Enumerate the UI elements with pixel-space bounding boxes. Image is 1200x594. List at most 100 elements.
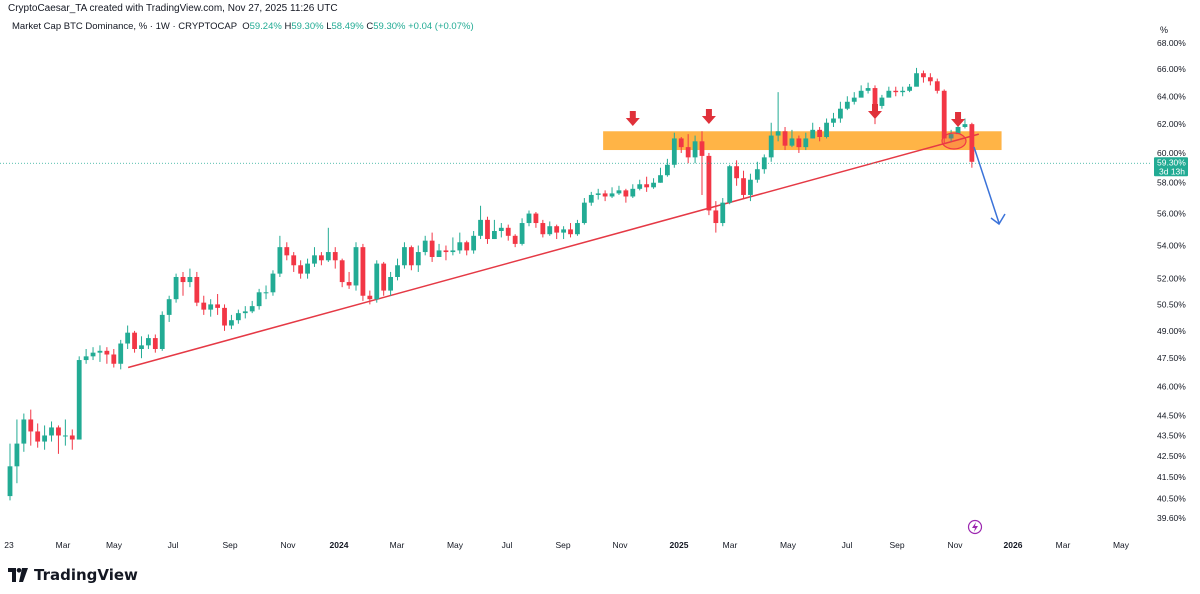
candle-body	[872, 88, 878, 106]
candle-body	[741, 178, 746, 195]
candle-body	[879, 97, 885, 106]
candle-body	[761, 157, 767, 170]
candle-body	[941, 90, 947, 139]
candle-body	[914, 73, 919, 87]
candle-body	[339, 260, 345, 283]
candle-body	[782, 131, 788, 146]
candle-body	[623, 190, 629, 197]
candle-body	[305, 263, 310, 274]
candle-body	[921, 73, 926, 78]
candle-body	[568, 229, 573, 235]
candle-body	[222, 307, 227, 326]
candle-body	[665, 164, 670, 176]
time-tick-label: Nov	[280, 540, 296, 550]
time-tick-label: Jul	[168, 540, 179, 550]
candle-body	[512, 235, 518, 244]
candle-body	[831, 118, 836, 123]
candle-body	[422, 240, 428, 253]
candle-body	[367, 295, 373, 300]
candle-body	[844, 101, 850, 109]
candle-body	[893, 90, 899, 93]
retest-circle	[941, 132, 967, 150]
candle-body	[803, 138, 809, 148]
candle-body	[42, 435, 47, 442]
candle-body	[152, 338, 158, 349]
open-value: 59.24%	[249, 21, 282, 32]
candle-body	[948, 134, 954, 139]
candle-body	[630, 188, 636, 197]
candle-body	[581, 202, 587, 224]
candle-body	[408, 247, 414, 266]
unit-label[interactable]: %	[1160, 25, 1169, 35]
candle-body	[588, 194, 594, 203]
projection-arrow-line	[973, 146, 1000, 224]
candle-body	[540, 223, 546, 235]
price-tick-label: 49.00%	[1157, 326, 1186, 336]
candle-body	[492, 230, 497, 240]
support-trendline	[127, 133, 979, 369]
candle-body	[616, 190, 622, 194]
time-tick-label: Jul	[842, 540, 853, 550]
candle-body	[443, 250, 449, 253]
candle-body	[498, 227, 504, 231]
price-tick-label: 42.50%	[1157, 451, 1186, 461]
candle-body	[173, 276, 179, 300]
time-tick-label: Mar	[723, 540, 738, 550]
candle-body	[547, 226, 553, 235]
credit-header: CryptoCaesar_TA created with TradingView…	[8, 3, 338, 14]
time-tick-label: Sep	[889, 540, 904, 550]
candle-body	[934, 81, 940, 91]
candle-body	[962, 124, 968, 127]
price-tick-label: 60.00%	[1157, 148, 1186, 158]
candle-body	[208, 304, 214, 310]
candle-body	[658, 175, 663, 183]
candle-body	[699, 141, 705, 156]
candle-body	[644, 184, 650, 188]
candle-body	[671, 138, 677, 165]
price-tick-label: 56.00%	[1157, 209, 1186, 219]
candle-body	[865, 88, 871, 91]
candle-body	[277, 247, 283, 274]
candle-body	[49, 427, 54, 436]
candle-body	[180, 276, 186, 283]
price-tick-label: 39.60%	[1157, 513, 1186, 523]
high-label: H	[284, 21, 292, 32]
time-tick-label: Nov	[612, 540, 628, 550]
price-tick-label: 50.50%	[1157, 299, 1186, 309]
candle-body	[249, 306, 255, 312]
brand-name: TradingView	[34, 566, 138, 584]
candle-body	[242, 311, 248, 314]
candle-body	[215, 304, 220, 308]
candle-body	[519, 223, 525, 244]
candle-body	[298, 265, 304, 274]
candle-body	[768, 135, 774, 158]
candle-body	[402, 247, 407, 266]
price-tick-label: 41.50%	[1157, 472, 1186, 482]
candle-body	[554, 226, 560, 233]
candle-body	[886, 90, 892, 98]
time-tick-label: Nov	[947, 540, 963, 550]
symbol-legend: Market Cap BTC Dominance, % · 1W · CRYPT…	[12, 21, 474, 32]
candle-body	[118, 343, 124, 364]
candle-body	[595, 193, 601, 195]
time-tick-label: Mar	[56, 540, 71, 550]
candle-body	[146, 338, 151, 346]
tradingview-logo[interactable]: TradingView	[8, 566, 138, 584]
candle-body	[229, 320, 234, 326]
candle-body	[21, 419, 27, 444]
price-tick-label: 64.00%	[1157, 91, 1186, 101]
candle-body	[838, 108, 843, 119]
candle-body	[824, 122, 829, 137]
price-tick-label: 54.00%	[1157, 241, 1186, 251]
candle-body	[706, 155, 712, 211]
time-tick-label: Mar	[1056, 540, 1071, 550]
candle-body	[76, 360, 82, 440]
candle-body	[325, 252, 331, 261]
candle-body	[256, 292, 262, 307]
candle-body	[319, 255, 324, 261]
candle-body	[28, 419, 34, 432]
candle-body	[637, 184, 643, 189]
symbol-name: Market Cap BTC Dominance, % · 1W · CRYPT…	[12, 21, 237, 32]
